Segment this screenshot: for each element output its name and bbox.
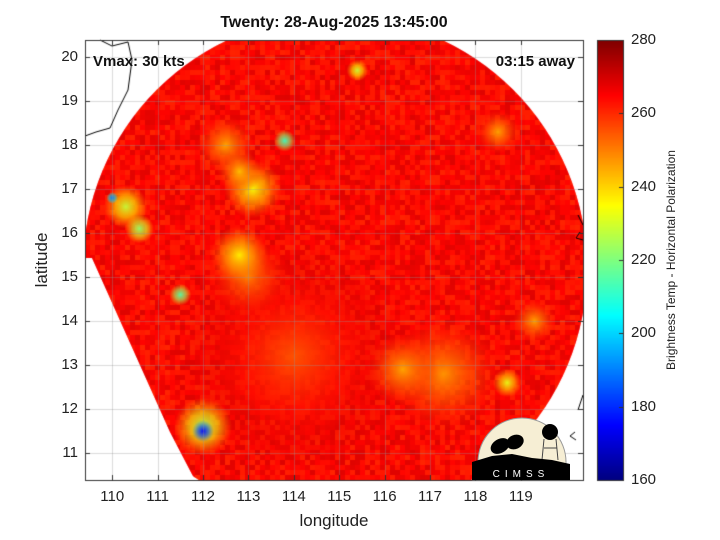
chart-title: Twenty: 28-Aug-2025 13:45:00 — [220, 14, 448, 31]
y-tick-label: 11 — [62, 444, 78, 462]
y-tick-label: 20 — [61, 48, 78, 66]
y-tick-label: 15 — [61, 268, 78, 286]
y-tick-label: 16 — [61, 224, 78, 242]
cimss-logo: CIMSS — [472, 417, 570, 480]
vmax-annotation: Vmax: 30 kts — [93, 53, 185, 70]
y-tick-label: 17 — [61, 180, 78, 198]
x-tick-label: 117 — [418, 488, 442, 505]
x-tick-label: 119 — [508, 488, 533, 505]
colorbar-label: Brightness Temp - Horizontal Polarizatio… — [664, 150, 678, 370]
colorbar-tick-label: 160 — [631, 471, 657, 488]
y-tick-label: 14 — [61, 312, 78, 330]
colorbar-tick-label: 180 — [631, 397, 657, 415]
y-tick-label: 19 — [61, 92, 78, 110]
x-axis-label: longitude — [299, 511, 369, 530]
y-tick-label: 12 — [61, 400, 78, 418]
x-tick-label: 113 — [236, 488, 261, 505]
y-tick-label: 13 — [61, 356, 78, 374]
y-tick-label: 18 — [61, 136, 78, 154]
x-tick-label: 111 — [146, 488, 170, 505]
x-tick-label: 118 — [463, 488, 488, 505]
colorbar-tick-label: 240 — [631, 177, 657, 195]
x-tick-label: 115 — [327, 488, 352, 505]
x-tick-label: 116 — [372, 488, 397, 505]
x-tick-label: 110 — [100, 488, 125, 505]
x-tick-label: 112 — [191, 488, 215, 505]
x-tick-label: 114 — [281, 488, 306, 505]
colorbar-tick-label: 220 — [631, 251, 657, 268]
eta-annotation: 03:15 away — [495, 53, 575, 70]
y-axis-label: latitude — [32, 232, 51, 288]
colorbar-tick-label: 260 — [631, 104, 657, 122]
logo-text: CIMSS — [493, 469, 550, 480]
colorbar-tick-label: 200 — [631, 324, 657, 342]
colorbar-tick-label: 280 — [631, 31, 657, 48]
